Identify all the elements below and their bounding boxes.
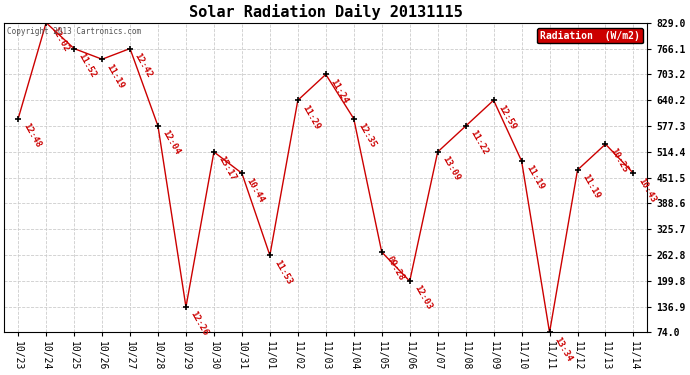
Text: 11:19: 11:19 xyxy=(580,173,602,201)
Text: 11:22: 11:22 xyxy=(469,129,490,157)
Text: 12:02: 12:02 xyxy=(49,26,70,53)
Text: 10:44: 10:44 xyxy=(245,176,266,204)
Text: 11:19: 11:19 xyxy=(524,164,546,192)
Text: 12:26: 12:26 xyxy=(189,310,210,338)
Text: 12:48: 12:48 xyxy=(21,122,42,149)
Text: 11:52: 11:52 xyxy=(77,51,98,79)
Text: 11:19: 11:19 xyxy=(105,62,126,90)
Text: 12:04: 12:04 xyxy=(161,129,182,157)
Text: 11:29: 11:29 xyxy=(301,103,322,131)
Text: 15:17: 15:17 xyxy=(217,155,238,183)
Text: 10:43: 10:43 xyxy=(636,176,658,204)
Title: Solar Radiation Daily 20131115: Solar Radiation Daily 20131115 xyxy=(189,4,463,20)
Text: 10:25: 10:25 xyxy=(609,147,629,175)
Text: 13:09: 13:09 xyxy=(440,155,462,183)
Legend: Radiation  (W/m2): Radiation (W/m2) xyxy=(537,28,642,44)
Text: 12:03: 12:03 xyxy=(413,284,434,312)
Text: 13:34: 13:34 xyxy=(552,335,573,363)
Text: 09:28: 09:28 xyxy=(384,255,406,283)
Text: 12:35: 12:35 xyxy=(357,122,378,149)
Text: 11:53: 11:53 xyxy=(273,258,294,286)
Text: Copyright 2013 Cartronics.com: Copyright 2013 Cartronics.com xyxy=(8,27,141,36)
Text: 12:42: 12:42 xyxy=(132,51,154,79)
Text: 12:59: 12:59 xyxy=(496,103,518,131)
Text: 11:24: 11:24 xyxy=(328,77,350,105)
